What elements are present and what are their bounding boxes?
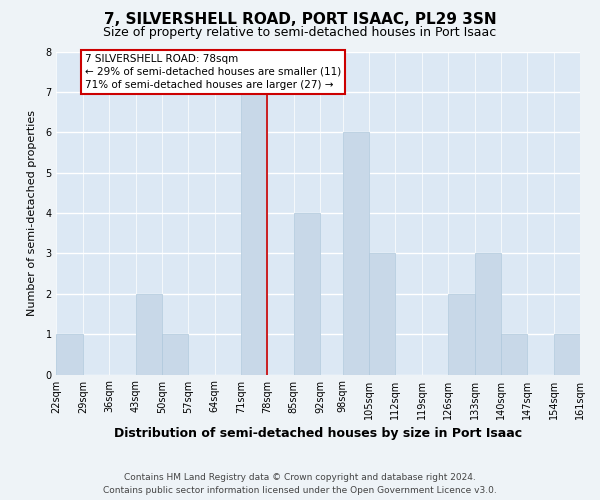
Bar bbox=[343, 132, 369, 374]
Bar bbox=[475, 254, 501, 374]
Bar bbox=[162, 334, 188, 374]
Bar bbox=[56, 334, 83, 374]
Text: 7, SILVERSHELL ROAD, PORT ISAAC, PL29 3SN: 7, SILVERSHELL ROAD, PORT ISAAC, PL29 3S… bbox=[104, 12, 496, 28]
Text: Contains HM Land Registry data © Crown copyright and database right 2024.
Contai: Contains HM Land Registry data © Crown c… bbox=[103, 474, 497, 495]
Text: 7 SILVERSHELL ROAD: 78sqm
← 29% of semi-detached houses are smaller (11)
71% of : 7 SILVERSHELL ROAD: 78sqm ← 29% of semi-… bbox=[85, 54, 341, 90]
Bar bbox=[294, 213, 320, 374]
Bar bbox=[136, 294, 162, 374]
Bar bbox=[241, 92, 268, 374]
Bar bbox=[448, 294, 475, 374]
Bar bbox=[369, 254, 395, 374]
Bar bbox=[554, 334, 580, 374]
Bar bbox=[501, 334, 527, 374]
Text: Size of property relative to semi-detached houses in Port Isaac: Size of property relative to semi-detach… bbox=[103, 26, 497, 39]
Y-axis label: Number of semi-detached properties: Number of semi-detached properties bbox=[27, 110, 37, 316]
X-axis label: Distribution of semi-detached houses by size in Port Isaac: Distribution of semi-detached houses by … bbox=[114, 427, 522, 440]
